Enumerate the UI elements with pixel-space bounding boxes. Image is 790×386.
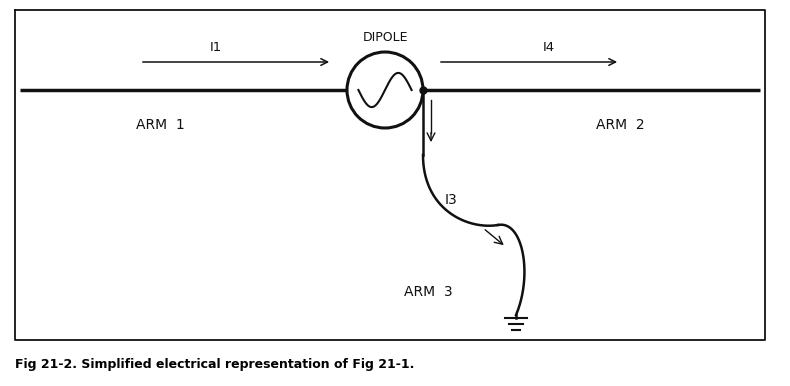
Text: I4: I4 (543, 41, 555, 54)
Text: ARM  2: ARM 2 (596, 118, 645, 132)
Text: DIPOLE: DIPOLE (363, 31, 408, 44)
Text: ARM  3: ARM 3 (404, 285, 453, 299)
Text: I3: I3 (445, 193, 457, 207)
Text: ARM  1: ARM 1 (136, 118, 184, 132)
Text: I1: I1 (210, 41, 222, 54)
Text: Fig 21-2. Simplified electrical representation of Fig 21-1.: Fig 21-2. Simplified electrical represen… (15, 358, 415, 371)
